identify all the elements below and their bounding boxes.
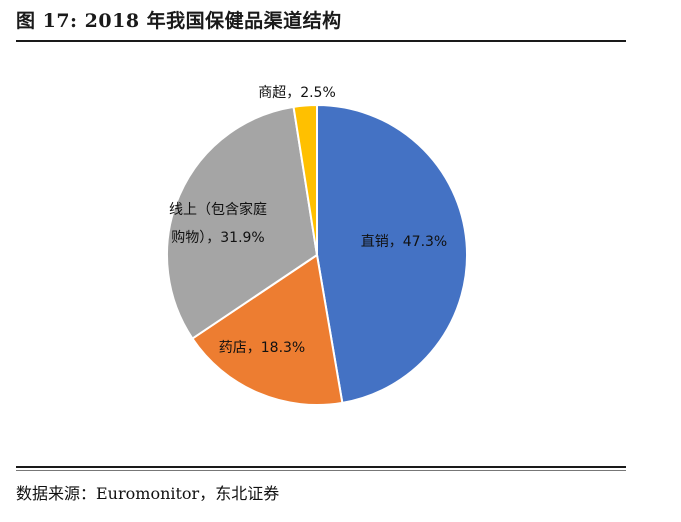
- title-divider: [16, 40, 626, 42]
- footer-divider: [16, 466, 626, 468]
- slice-label-1: 直销，47.3%: [361, 233, 447, 250]
- source-note: 数据来源：Euromonitor，东北证券: [16, 484, 280, 503]
- footer-divider-thin: [16, 470, 626, 471]
- pie-labels: 直销，47.3% 药店，18.3% 线上（包含家庭购物），31.9% 商超，2.5%: [169, 85, 447, 356]
- pie-slice-1: [316, 103, 469, 405]
- chart-title: 图 17: 2018 年我国保健品渠道结构: [16, 10, 342, 32]
- pie-slice-2: [191, 253, 344, 406]
- pie-slice-4: [292, 103, 318, 256]
- pie-slice-3: [166, 105, 319, 340]
- slice-label-3: 线上（包含家庭购物），31.9%: [169, 201, 267, 246]
- slice-label-4: 商超，2.5%: [258, 85, 336, 101]
- pie-slices: [166, 103, 469, 406]
- slice-label-2: 药店，18.3%: [219, 340, 305, 356]
